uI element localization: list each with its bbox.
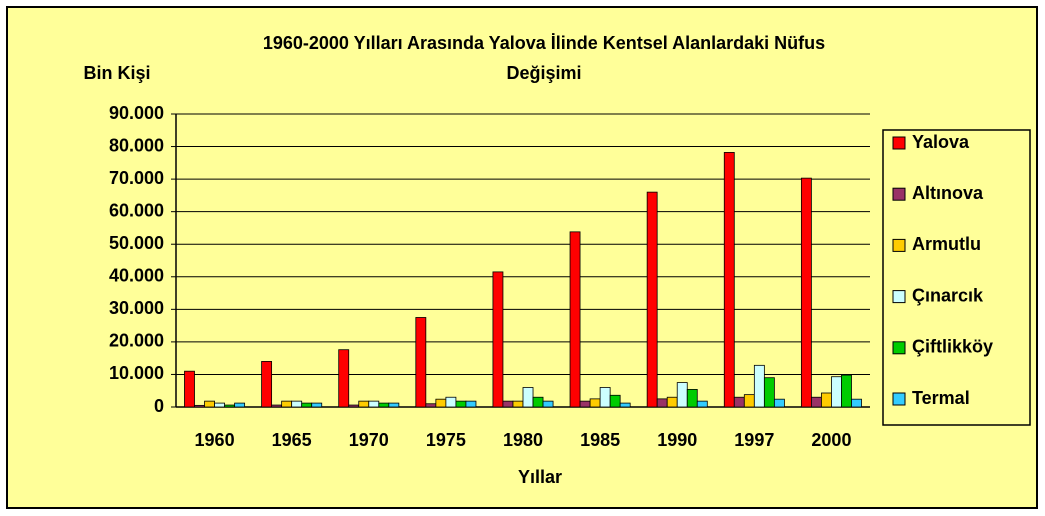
bar [753, 364, 765, 408]
bar [773, 398, 785, 408]
bar [455, 400, 467, 408]
bar [435, 398, 447, 408]
bar [224, 404, 236, 408]
bar [532, 396, 544, 408]
bar [415, 317, 427, 408]
y-tick-label: 80.000 [109, 135, 164, 155]
bar [234, 402, 246, 408]
chart-title: Değişimi [506, 63, 581, 83]
bar [579, 400, 591, 408]
x-tick-label: 1960 [195, 430, 235, 450]
bar [609, 394, 621, 408]
bar [348, 404, 360, 408]
x-axis-label: Yıllar [518, 467, 562, 487]
x-tick-label: 1970 [349, 430, 389, 450]
bar [214, 402, 225, 408]
bar [589, 398, 601, 408]
bar [378, 402, 390, 408]
chart-title: 1960-2000 Yılları Arasında Yalova İlinde… [263, 33, 825, 53]
bar [686, 389, 698, 408]
bar [465, 400, 477, 408]
y-tick-label: 90.000 [109, 103, 164, 123]
bar [522, 387, 534, 408]
bar [204, 400, 215, 408]
bar [338, 349, 350, 408]
y-tick-label: 70.000 [109, 168, 164, 188]
x-tick-label: 1990 [657, 430, 697, 450]
x-tick-label: 1965 [272, 430, 312, 450]
bar [194, 404, 205, 408]
legend-label: Yalova [912, 132, 970, 152]
bar [723, 152, 735, 408]
legend-swatch [892, 136, 906, 150]
y-tick-label: 50.000 [109, 233, 164, 253]
bar [368, 400, 380, 408]
bar [619, 402, 631, 408]
bar [743, 394, 755, 408]
bar [311, 402, 323, 408]
x-tick-label: 1975 [426, 430, 466, 450]
legend [882, 129, 1031, 426]
y-tick-label: 10.000 [109, 363, 164, 383]
bar [733, 396, 745, 408]
bar [445, 396, 457, 408]
bar [425, 403, 437, 408]
bar [810, 396, 822, 408]
legend-swatch [892, 341, 906, 355]
bar [841, 374, 852, 408]
bar [800, 177, 812, 408]
legend-swatch [892, 290, 906, 304]
x-tick-label: 1980 [503, 430, 543, 450]
bar [358, 400, 370, 408]
bar [656, 398, 668, 408]
bar [301, 402, 313, 408]
chart-area [6, 6, 1038, 509]
bar [281, 400, 293, 408]
bar [821, 392, 832, 408]
bar [184, 370, 195, 408]
y-tick-label: 60.000 [109, 200, 164, 220]
x-tick-label: 1997 [734, 430, 774, 450]
bar [831, 376, 842, 408]
y-tick-label: 20.000 [109, 331, 164, 351]
legend-label: Altınova [912, 183, 984, 203]
bar [502, 400, 514, 408]
y-tick-label: 0 [154, 396, 164, 416]
bar [388, 402, 400, 408]
y-tick-label: 40.000 [109, 266, 164, 286]
legend-label: Termal [912, 388, 970, 408]
bar [851, 398, 862, 408]
bar [763, 377, 775, 408]
x-tick-label: 2000 [811, 430, 851, 450]
bar [261, 361, 273, 408]
bar [599, 387, 611, 408]
y-axis-label: Bin Kişi [83, 63, 150, 83]
legend-label: Çınarcık [912, 285, 984, 305]
bar [271, 404, 283, 408]
bar [676, 382, 688, 408]
bar [666, 396, 678, 408]
bar [569, 231, 581, 408]
legend-swatch [892, 238, 906, 252]
bar [696, 400, 708, 408]
legend-swatch [892, 187, 906, 201]
x-tick-label: 1985 [580, 430, 620, 450]
bar [492, 271, 504, 408]
legend-label: Çiftlikköy [912, 337, 993, 357]
bar [291, 400, 303, 408]
bar [646, 191, 658, 408]
bar [542, 400, 554, 408]
legend-swatch [892, 392, 906, 406]
bar [512, 400, 524, 408]
legend-label: Armutlu [912, 234, 981, 254]
y-tick-label: 30.000 [109, 298, 164, 318]
